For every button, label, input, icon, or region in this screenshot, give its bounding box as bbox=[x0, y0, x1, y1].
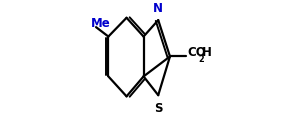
Text: H: H bbox=[202, 46, 212, 59]
Text: N: N bbox=[153, 2, 163, 15]
Text: 2: 2 bbox=[198, 55, 204, 64]
Text: Me: Me bbox=[91, 17, 111, 30]
Text: CO: CO bbox=[187, 46, 206, 59]
Text: S: S bbox=[154, 102, 163, 115]
